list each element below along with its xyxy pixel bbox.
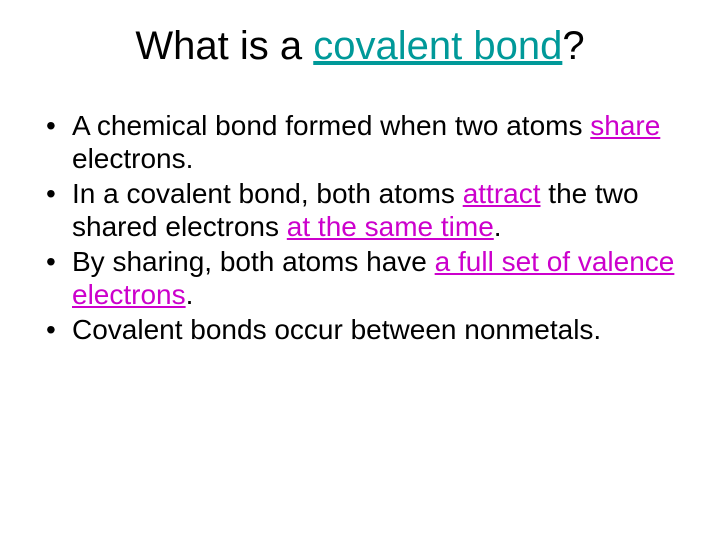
slide: What is a covalent bond? A chemical bond…	[0, 0, 720, 540]
text-run: .	[186, 279, 194, 310]
title-post: ?	[562, 24, 584, 68]
bullet-item: By sharing, both atoms have a full set o…	[44, 245, 684, 311]
text-run: Covalent bonds occur between nonmetals.	[72, 314, 601, 345]
text-run: .	[494, 211, 502, 242]
text-run-accent: share	[590, 110, 660, 141]
text-run: In a covalent bond, both atoms	[72, 178, 463, 209]
bullet-item: In a covalent bond, both atoms attract t…	[44, 177, 684, 243]
text-run-accent: attract	[463, 178, 541, 209]
text-run: By sharing, both atoms have	[72, 246, 435, 277]
bullet-item: A chemical bond formed when two atoms sh…	[44, 109, 684, 175]
bullet-item: Covalent bonds occur between nonmetals.	[44, 313, 684, 346]
text-run: electrons.	[72, 143, 193, 174]
bullet-list: A chemical bond formed when two atoms sh…	[44, 109, 684, 346]
slide-title: What is a covalent bond?	[36, 24, 684, 69]
title-accent: covalent bond	[313, 24, 562, 68]
text-run-accent: at the same time	[287, 211, 494, 242]
title-pre: What is a	[135, 24, 313, 68]
text-run: A chemical bond formed when two atoms	[72, 110, 590, 141]
